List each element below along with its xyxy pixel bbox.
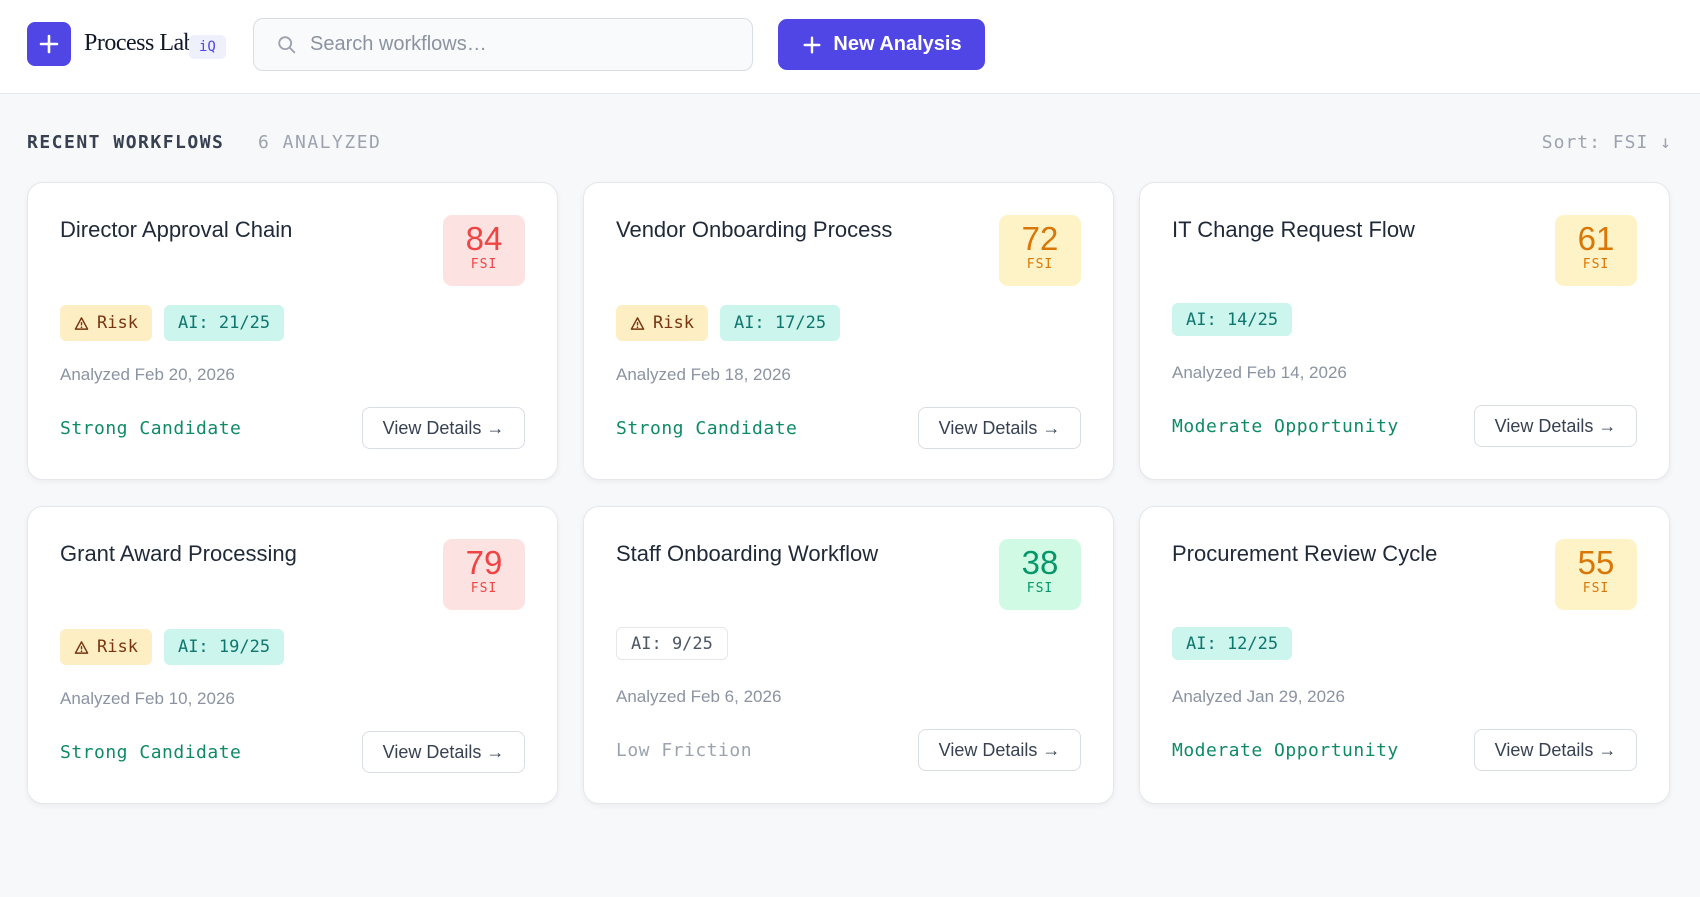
sort-control[interactable]: Sort: FSI ↓ <box>1541 132 1672 153</box>
risk-tag: Risk <box>60 305 152 341</box>
fsi-score-value: 79 <box>465 544 503 581</box>
fsi-score-badge: 61 FSI <box>1555 215 1637 286</box>
workflow-title: IT Change Request Flow <box>1172 217 1415 242</box>
workflow-card[interactable]: Staff Onboarding Workflow 38 FSI AI: 9/2… <box>583 506 1114 804</box>
ai-score-tag: AI: 12/25 <box>1172 627 1293 660</box>
fsi-score-value: 38 <box>1021 544 1059 581</box>
new-analysis-label: New Analysis <box>833 33 962 55</box>
verdict-label: Strong Candidate <box>60 418 242 439</box>
app-badge: iQ <box>189 35 226 59</box>
fsi-score-badge: 38 FSI <box>999 539 1081 610</box>
view-details-button[interactable]: View Details → <box>1474 729 1637 771</box>
workflow-title: Staff Onboarding Workflow <box>616 541 879 566</box>
workflow-title: Vendor Onboarding Process <box>616 217 893 242</box>
workflow-card[interactable]: Grant Award Processing 79 FSI Risk AI: 1… <box>27 506 558 804</box>
workflow-card[interactable]: Procurement Review Cycle 55 FSI AI: 12/2… <box>1139 506 1670 804</box>
verdict-label: Moderate Opportunity <box>1172 740 1399 761</box>
view-details-button[interactable]: View Details → <box>362 731 525 773</box>
verdict-label: Moderate Opportunity <box>1172 416 1399 437</box>
warning-icon <box>630 316 645 330</box>
tag-row: AI: 14/25 <box>1172 303 1293 336</box>
top-bar: Process Lab iQ New Analysis <box>0 0 1700 94</box>
fsi-score-label: FSI <box>470 581 498 596</box>
risk-tag: Risk <box>616 305 708 341</box>
fsi-score-label: FSI <box>1582 257 1610 272</box>
fsi-score-value: 61 <box>1577 220 1615 257</box>
tag-row: AI: 9/25 <box>616 627 728 660</box>
ai-score-tag: AI: 17/25 <box>719 305 841 341</box>
warning-icon <box>74 316 89 330</box>
fsi-score-label: FSI <box>1582 581 1610 596</box>
view-details-button[interactable]: View Details → <box>918 729 1081 771</box>
search-box[interactable] <box>253 18 753 71</box>
risk-tag: Risk <box>60 629 152 665</box>
section-header: RECENT WORKFLOWS 6 ANALYZED Sort: FSI ↓ <box>27 132 1672 156</box>
fsi-score-value: 84 <box>465 220 503 257</box>
analyzed-date: Analyzed Feb 6, 2026 <box>616 687 782 706</box>
tag-row: Risk AI: 21/25 <box>60 305 285 341</box>
new-analysis-button[interactable]: New Analysis <box>778 19 985 70</box>
risk-tag-label: Risk <box>97 637 138 657</box>
fsi-score-label: FSI <box>1026 581 1054 596</box>
view-details-button[interactable]: View Details → <box>918 407 1081 449</box>
tag-row: Risk AI: 19/25 <box>60 629 285 665</box>
workflow-count: 6 ANALYZED <box>258 132 382 153</box>
workflow-title: Director Approval Chain <box>60 217 293 242</box>
risk-tag-label: Risk <box>97 313 138 333</box>
ai-score-tag: AI: 14/25 <box>1172 303 1293 336</box>
analyzed-date: Analyzed Feb 20, 2026 <box>60 365 235 384</box>
workflow-card[interactable]: Director Approval Chain 84 FSI Risk AI: … <box>27 182 558 480</box>
fsi-score-badge: 84 FSI <box>443 215 525 286</box>
app-title: Process Lab <box>84 30 196 56</box>
risk-tag-label: Risk <box>653 313 694 333</box>
tag-row: AI: 12/25 <box>1172 627 1293 660</box>
verdict-label: Strong Candidate <box>60 742 242 763</box>
analyzed-date: Analyzed Feb 14, 2026 <box>1172 363 1347 382</box>
view-details-button[interactable]: View Details → <box>1474 405 1637 447</box>
workflow-card[interactable]: IT Change Request Flow 61 FSI AI: 14/25 … <box>1139 182 1670 480</box>
verdict-label: Low Friction <box>616 740 753 761</box>
fsi-score-badge: 55 FSI <box>1555 539 1637 610</box>
plus-logo-icon[interactable] <box>27 22 71 66</box>
ai-score-tag: AI: 21/25 <box>163 305 285 341</box>
ai-score-tag: AI: 19/25 <box>163 629 285 665</box>
fsi-score-value: 55 <box>1577 544 1615 581</box>
analyzed-date: Analyzed Jan 29, 2026 <box>1172 687 1345 706</box>
fsi-score-value: 72 <box>1021 220 1059 257</box>
section-title: RECENT WORKFLOWS <box>27 132 225 153</box>
warning-icon <box>74 640 89 654</box>
fsi-score-badge: 72 FSI <box>999 215 1081 286</box>
fsi-score-badge: 79 FSI <box>443 539 525 610</box>
ai-score-tag: AI: 9/25 <box>616 627 728 660</box>
fsi-score-label: FSI <box>470 257 498 272</box>
workflow-card[interactable]: Vendor Onboarding Process 72 FSI Risk AI… <box>583 182 1114 480</box>
fsi-score-label: FSI <box>1026 257 1054 272</box>
plus-icon <box>803 35 821 54</box>
analyzed-date: Analyzed Feb 10, 2026 <box>60 689 235 708</box>
search-input[interactable] <box>310 19 730 70</box>
workflow-title: Procurement Review Cycle <box>1172 541 1438 566</box>
workflow-title: Grant Award Processing <box>60 541 297 566</box>
analyzed-date: Analyzed Feb 18, 2026 <box>616 365 791 384</box>
verdict-label: Strong Candidate <box>616 418 798 439</box>
search-icon <box>278 36 296 54</box>
tag-row: Risk AI: 17/25 <box>616 305 841 341</box>
view-details-button[interactable]: View Details → <box>362 407 525 449</box>
